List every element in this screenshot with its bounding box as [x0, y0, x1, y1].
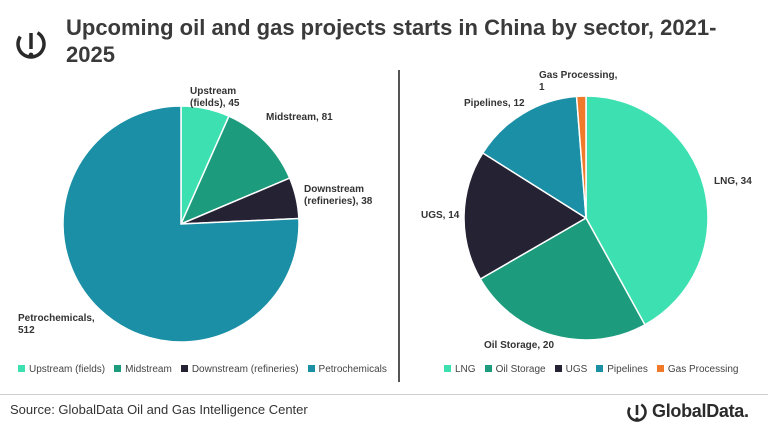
- globaldata-circle-icon: [16, 29, 46, 59]
- legend-swatch: [307, 365, 315, 372]
- legend-item-petrochemicals: Petrochemicals: [307, 364, 387, 375]
- chart-title: Upcoming oil and gas projects starts in …: [66, 15, 717, 67]
- data-label-ugs: UGS, 14: [421, 210, 460, 221]
- legend-label: Gas Processing: [667, 364, 739, 375]
- legend-item-upstream-fields: Upstream (fields): [18, 364, 105, 375]
- legend-item-oil-storage: Oil Storage: [484, 364, 546, 375]
- legend-item-ugs: UGS: [554, 364, 588, 375]
- legend-label: Upstream (fields): [29, 364, 106, 375]
- legend-label: Downstream (refineries): [191, 364, 299, 375]
- legend-item-gas-processing: Gas Processing: [656, 364, 739, 375]
- pie-chart-sector: Upstream (fields), 45 Midstream, 81 Downstr…: [18, 86, 373, 343]
- legend-swatch: [656, 365, 664, 372]
- data-label-oil-storage: Oil Storage, 20: [484, 340, 554, 351]
- legend-label: Petrochemicals: [318, 364, 387, 375]
- pie-slice-petrochemicals: [62, 105, 300, 343]
- pie-chart-midstream-breakdown: LNG, 34 Oil Storage, 20 UGS, 14 Pipelines, …: [421, 70, 752, 351]
- legend-swatch: [180, 365, 188, 372]
- data-label-upstream-fields: Upstream (fields), 45: [190, 86, 240, 109]
- pie-slice-ugs: [463, 151, 588, 281]
- legend-sector: Upstream (fields) Midstream Downstream (re…: [18, 364, 396, 375]
- legend-item-midstream: Midstream: [114, 364, 172, 375]
- brand-name: GlobalData.: [652, 401, 749, 421]
- pie-slice-oil-storage: [479, 216, 646, 341]
- pie-slice-pipelines: [481, 95, 587, 220]
- legend-swatch: [18, 365, 25, 372]
- data-label-gas-processing: Gas Processing, 1: [539, 70, 618, 93]
- data-label-midstream: Midstream, 81: [266, 112, 333, 123]
- pie-slice-lng: [585, 95, 709, 326]
- pie-slice-midstream: [179, 115, 291, 226]
- legend-label: UGS: [565, 364, 588, 375]
- globaldata-logo-icon: [627, 402, 647, 422]
- legend-label: Midstream: [125, 364, 172, 375]
- legend-label: LNG: [455, 364, 476, 375]
- legend-item-downstream-refineries: Downstream (refineries): [180, 364, 299, 375]
- legend-swatch: [554, 365, 562, 372]
- legend-label: Pipelines: [607, 364, 648, 375]
- data-label-pipelines: Pipelines, 12: [464, 98, 525, 109]
- data-label-petrochemicals: Petrochemicals, 512: [18, 313, 95, 336]
- footer-rule: [0, 394, 768, 395]
- legend-label: Oil Storage: [495, 364, 546, 375]
- pie-slice-gas-processing: [575, 95, 587, 219]
- data-label-lng: LNG, 34: [714, 176, 752, 187]
- legend-midstream-breakdown: LNG Oil Storage UGS Pipelines Gas Processing: [444, 364, 747, 375]
- legend-swatch: [114, 365, 122, 372]
- source-note: Source: GlobalData Oil and Gas Intellige…: [10, 402, 308, 417]
- legend-swatch: [596, 365, 604, 372]
- legend-item-lng: LNG: [444, 364, 476, 375]
- legend-swatch: [444, 365, 451, 372]
- legend-item-pipelines: Pipelines: [596, 364, 648, 375]
- data-label-downstream-refineries: Downstream (refineries), 38: [304, 184, 373, 207]
- chart-divider: [398, 70, 400, 382]
- legend-swatch: [484, 365, 492, 372]
